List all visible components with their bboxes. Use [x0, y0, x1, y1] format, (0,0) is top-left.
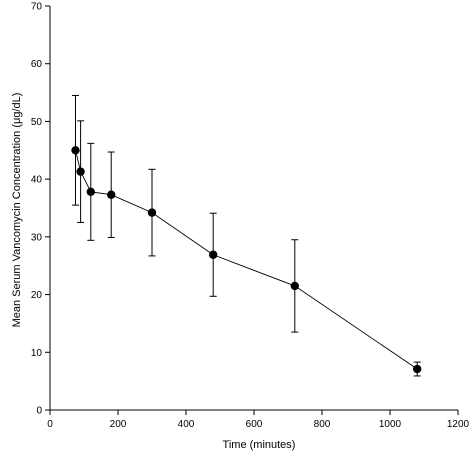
y-axis-title: Mean Serum Vancomycin Concentration (μg/…	[11, 93, 23, 328]
data-point	[86, 187, 96, 197]
y-ticks: 0 10 20 30 40 50 60 70	[31, 2, 50, 417]
y-tick-label: 50	[31, 117, 43, 128]
data-point	[290, 281, 299, 291]
data-point	[413, 364, 422, 374]
data-point	[71, 146, 80, 155]
data-point	[107, 190, 116, 199]
y-tick-label: 0	[36, 406, 42, 417]
y-tick-label: 40	[31, 175, 43, 186]
y-tick-label: 70	[31, 2, 43, 13]
x-tick-label: 200	[110, 419, 127, 430]
x-tick-label: 1000	[379, 419, 402, 430]
x-axis-title: Time (minutes)	[223, 439, 296, 451]
data-point	[147, 208, 157, 217]
y-tick-label: 20	[31, 290, 43, 301]
x-ticks: 0 200 400 600 800 1000 1200	[47, 410, 470, 430]
data-point	[76, 167, 85, 176]
x-tick-label: 600	[246, 419, 263, 430]
y-tick-label: 10	[31, 348, 43, 359]
series-line	[75, 150, 418, 370]
data-point	[209, 250, 218, 259]
series-layer	[71, 94, 422, 377]
x-tick-label: 1200	[447, 419, 470, 430]
x-tick-label: 400	[178, 419, 195, 430]
y-tick-label: 30	[31, 232, 43, 243]
y-tick-label: 60	[31, 59, 43, 70]
x-tick-label: 0	[47, 419, 53, 430]
x-tick-label: 800	[314, 419, 331, 430]
